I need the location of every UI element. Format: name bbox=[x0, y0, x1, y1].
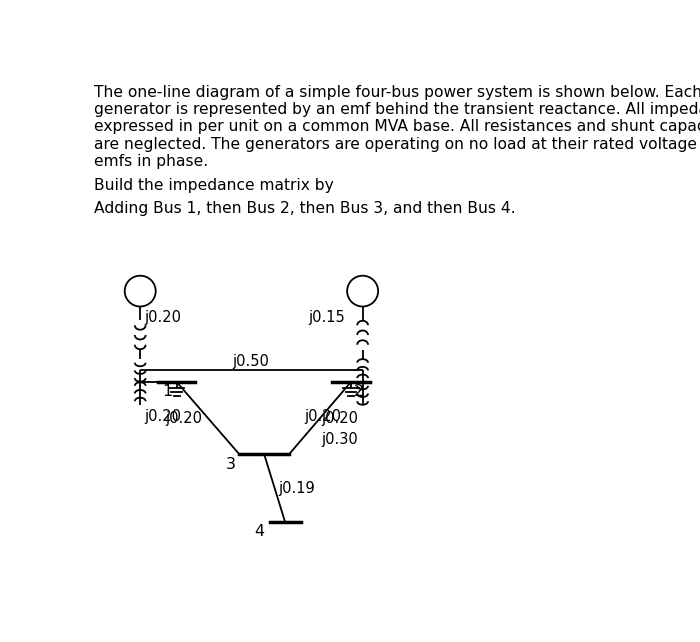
Text: generator is represented by an emf behind the transient reactance. All impedance: generator is represented by an emf behin… bbox=[94, 102, 700, 117]
Text: Adding Bus 1, then Bus 2, then Bus 3, and then Bus 4.: Adding Bus 1, then Bus 2, then Bus 3, an… bbox=[94, 201, 515, 216]
Text: 4: 4 bbox=[254, 525, 265, 539]
Text: j0.20: j0.20 bbox=[144, 409, 181, 424]
Text: Build the impedance matrix by: Build the impedance matrix by bbox=[94, 178, 333, 193]
Text: j0.30: j0.30 bbox=[321, 432, 358, 447]
Text: emfs in phase.: emfs in phase. bbox=[94, 154, 208, 169]
Text: 1: 1 bbox=[162, 385, 173, 399]
Text: 3: 3 bbox=[225, 456, 235, 472]
Text: j0.20: j0.20 bbox=[321, 411, 358, 426]
Text: are neglected. The generators are operating on no load at their rated voltage wi: are neglected. The generators are operat… bbox=[94, 137, 700, 152]
Text: j0.20: j0.20 bbox=[144, 310, 181, 325]
Text: j0.20: j0.20 bbox=[165, 411, 202, 426]
Text: j0.20: j0.20 bbox=[304, 409, 342, 424]
Text: j0.50: j0.50 bbox=[232, 354, 269, 369]
Text: The one-line diagram of a simple four-bus power system is shown below. Each: The one-line diagram of a simple four-bu… bbox=[94, 85, 700, 100]
Text: 2: 2 bbox=[354, 385, 364, 399]
Text: expressed in per unit on a common MVA base. All resistances and shunt capacitanc: expressed in per unit on a common MVA ba… bbox=[94, 119, 700, 134]
Text: j0.15: j0.15 bbox=[309, 310, 345, 325]
Text: j0.19: j0.19 bbox=[279, 481, 315, 496]
